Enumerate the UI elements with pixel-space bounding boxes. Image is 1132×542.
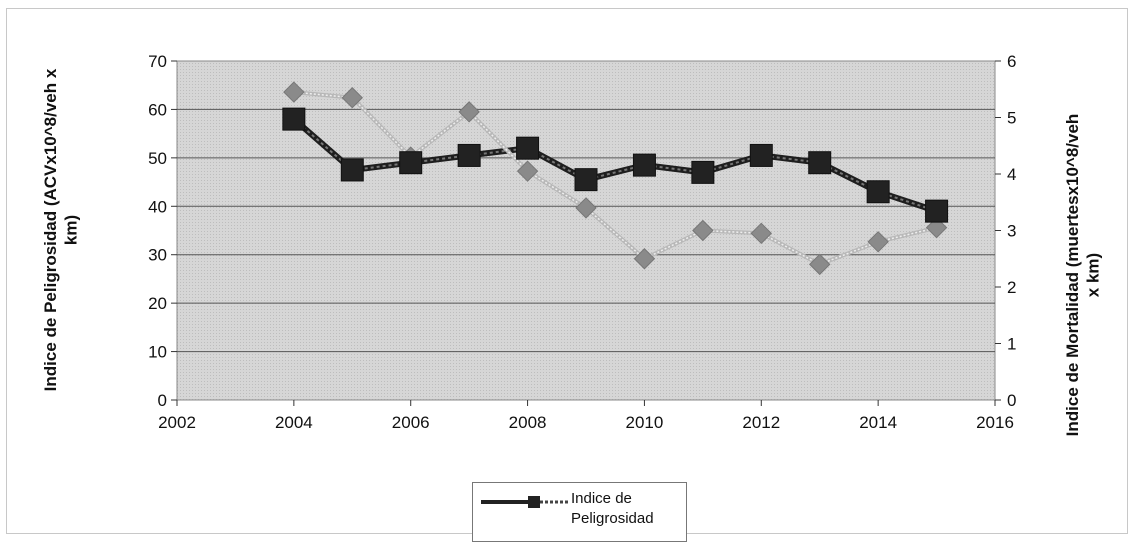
right-tick-label: 0 [1007, 391, 1016, 410]
left-tick-label: 40 [148, 197, 167, 216]
point-peligrosidad [866, 180, 890, 204]
y-axis-label-left-line: km) [61, 215, 80, 245]
right-tick-label: 1 [1007, 335, 1016, 354]
point-mortalidad [692, 219, 714, 242]
point-mortalidad [458, 101, 480, 123]
point-peligrosidad [282, 107, 306, 131]
point-peligrosidad [632, 153, 656, 177]
point-peligrosidad [457, 143, 481, 167]
left-tick-label: 50 [148, 149, 167, 168]
y-axis-label-right-line: Indice de Mortalidad (muertesx10^8/veh [1063, 114, 1082, 437]
x-tick-label: 2004 [275, 413, 313, 432]
left-tick-label: 30 [148, 246, 167, 265]
x-tick-label: 2008 [509, 413, 547, 432]
point-mortalidad [750, 222, 772, 245]
point-mortalidad [283, 81, 305, 103]
legend: Indice de Peligrosidad [472, 482, 687, 542]
y-axis-label-left: Indice de Peligrosidad (ACVx10^8/veh xkm… [41, 68, 80, 391]
right-tick-label: 5 [1007, 109, 1016, 128]
point-mortalidad [867, 231, 889, 253]
x-tick-label: 2010 [626, 413, 664, 432]
point-peligrosidad [808, 151, 832, 175]
point-peligrosidad [340, 158, 364, 182]
legend-swatch [481, 496, 569, 508]
point-mortalidad [925, 216, 948, 239]
point-peligrosidad [574, 168, 598, 192]
x-tick-label: 2006 [392, 413, 430, 432]
left-tick-label: 10 [148, 343, 167, 362]
axes: 0 10 20 30 40 50 60 70 0 1 2 3 4 5 6 2002 2004 2006 2008 20… [148, 52, 1016, 432]
y-axis-label-right: Indice de Mortalidad (muertesx10^8/vehx … [1063, 114, 1102, 437]
x-tick-label: 2002 [158, 413, 196, 432]
x-tick-label: 2012 [742, 413, 780, 432]
y-axis-label-right-line: x km) [1083, 253, 1102, 297]
left-tick-label: 60 [148, 100, 167, 119]
point-mortalidad [633, 248, 656, 270]
plot-area [176, 60, 996, 401]
point-mortalidad [809, 253, 831, 276]
left-tick-label: 20 [148, 294, 167, 313]
point-mortalidad [341, 87, 363, 109]
left-tick-label: 0 [158, 391, 167, 410]
series-line-mortalidad-texture [293, 91, 937, 266]
point-peligrosidad [516, 136, 540, 160]
series-layer [282, 81, 949, 276]
right-tick-label: 6 [1007, 52, 1016, 71]
point-mortalidad [575, 197, 597, 219]
point-peligrosidad [691, 160, 715, 184]
point-peligrosidad [925, 199, 949, 223]
right-tick-label: 2 [1007, 278, 1016, 297]
y-axis-label-left-line: Indice de Peligrosidad (ACVx10^8/veh x [41, 68, 60, 391]
legend-label: Indice de Peligrosidad [571, 490, 654, 527]
x-tick-label: 2016 [976, 413, 1014, 432]
right-tick-label: 3 [1007, 222, 1016, 241]
right-tick-label: 4 [1007, 165, 1016, 184]
left-tick-label: 70 [148, 52, 167, 71]
point-mortalidad [516, 160, 539, 182]
x-tick-label: 2014 [859, 413, 897, 432]
point-peligrosidad [749, 143, 773, 167]
point-peligrosidad [399, 151, 423, 175]
